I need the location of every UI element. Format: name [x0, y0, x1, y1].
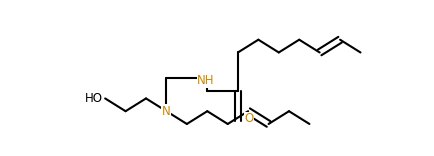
Text: N: N	[162, 105, 171, 118]
Text: HO: HO	[84, 92, 102, 105]
Text: O: O	[244, 112, 253, 125]
Text: NH: NH	[197, 74, 214, 87]
